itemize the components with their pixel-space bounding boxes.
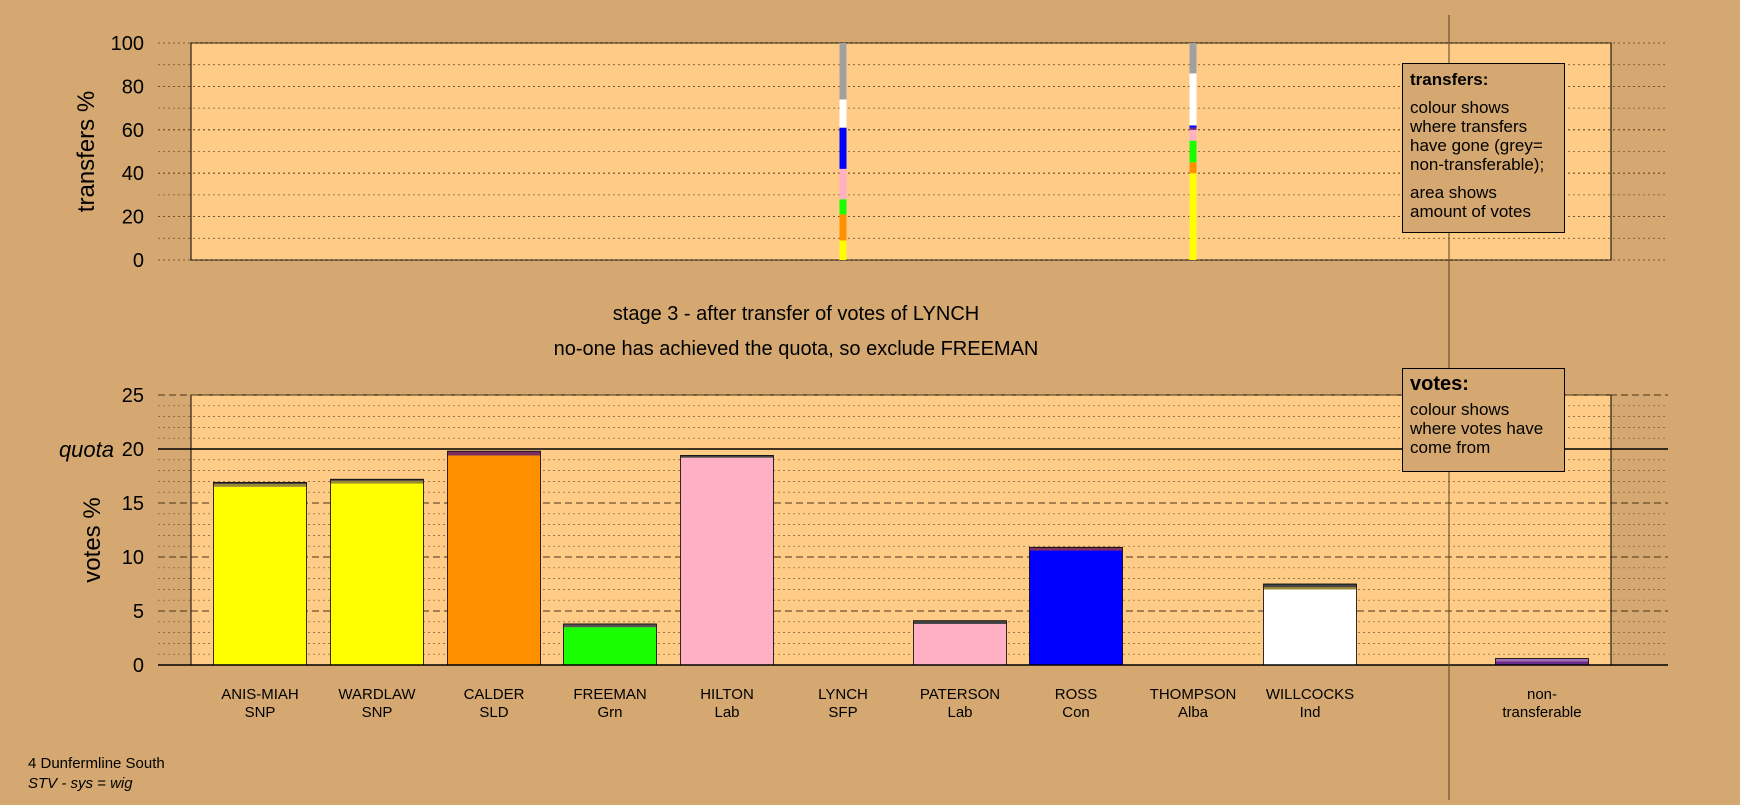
votes-y-tick-label: 10 bbox=[122, 547, 144, 569]
candidate-bar-segment bbox=[1029, 547, 1123, 551]
candidate-bar-segment bbox=[680, 455, 774, 458]
transfer-segment bbox=[839, 199, 847, 215]
transfers-legend-area-note: area shows amount of votes bbox=[1410, 183, 1531, 221]
transfers-y-tick-label: 20 bbox=[122, 207, 144, 229]
candidate-bar-segment bbox=[913, 620, 1007, 624]
quota-label: quota bbox=[59, 437, 114, 462]
transfers-legend-heading: transfers: bbox=[1410, 70, 1489, 89]
transfer-segment bbox=[839, 214, 847, 241]
candidate-bar-segment bbox=[563, 627, 657, 665]
candidate-bar-segment bbox=[1263, 587, 1357, 590]
candidate-bar-segment bbox=[680, 457, 774, 665]
candidate-bar-segment bbox=[330, 479, 424, 481]
votes-y-tick-label: 25 bbox=[122, 385, 144, 407]
transfer-segment bbox=[839, 240, 847, 260]
candidate-party-label: SNP bbox=[245, 704, 276, 721]
transfers-legend-colour-note: colour shows where transfers have gone (… bbox=[1410, 98, 1545, 174]
votes-legend-colour-note: colour shows where votes have come from bbox=[1410, 400, 1544, 457]
candidate-bar-segment bbox=[913, 623, 1007, 665]
transfer-segment bbox=[1189, 73, 1197, 126]
votes-y-tick-label: 20 bbox=[122, 439, 144, 461]
voting-system: STV - sys = wig bbox=[28, 775, 133, 792]
candidate-bar-segment bbox=[1263, 584, 1357, 588]
candidate-name-label: CALDER bbox=[464, 686, 525, 703]
votes-y-axis-label: votes % bbox=[79, 497, 106, 582]
candidate-name-label: ANIS-MIAH bbox=[221, 686, 299, 703]
nontransferable-label: non- bbox=[1527, 686, 1557, 703]
candidate-bar-segment bbox=[213, 482, 307, 485]
candidate-party-label: Grn bbox=[597, 704, 622, 721]
stage-title: stage 3 - after transfer of votes of LYN… bbox=[613, 303, 979, 325]
transfers-y-tick-label: 100 bbox=[111, 33, 144, 55]
transfer-segment bbox=[839, 99, 847, 128]
candidate-bar-segment bbox=[447, 451, 541, 456]
transfer-segment bbox=[1189, 43, 1197, 74]
transfer-segment bbox=[1189, 129, 1197, 141]
candidate-bar-segment bbox=[213, 484, 307, 487]
candidate-party-label: Alba bbox=[1178, 704, 1209, 721]
votes-legend-heading: votes: bbox=[1410, 373, 1469, 395]
votes-y-tick-label: 15 bbox=[122, 493, 144, 515]
votes-plot-area bbox=[190, 394, 1612, 666]
nontransferable-label: transferable bbox=[1502, 704, 1581, 721]
nontransferable-bar-segment bbox=[1495, 661, 1589, 665]
transfers-y-tick-label: 80 bbox=[122, 76, 144, 98]
candidate-party-label: SFP bbox=[828, 704, 857, 721]
transfers-y-axis-label: transfers % bbox=[73, 91, 100, 212]
stage-subtitle: no-one has achieved the quota, so exclud… bbox=[554, 338, 1039, 360]
transfers-legend: transfers: colour shows where transfers … bbox=[1402, 63, 1565, 233]
candidate-name-label: WARDLAW bbox=[338, 686, 416, 703]
transfer-segment bbox=[1189, 125, 1197, 128]
candidate-bar-segment bbox=[1263, 589, 1357, 665]
transfers-y-tick-label: 0 bbox=[133, 250, 144, 272]
transfer-segment bbox=[839, 168, 847, 200]
nontransferable-bar-segment bbox=[1495, 658, 1589, 662]
candidate-name-label: PATERSON bbox=[920, 686, 1000, 703]
candidate-bar-segment bbox=[447, 455, 541, 665]
transfer-segment bbox=[1189, 140, 1197, 163]
candidate-bar-segment bbox=[330, 480, 424, 484]
transfer-segment bbox=[839, 43, 847, 100]
candidate-name-label: LYNCH bbox=[818, 686, 868, 703]
votes-y-tick-label: 0 bbox=[133, 655, 144, 677]
candidate-party-label: Lab bbox=[947, 704, 972, 721]
transfer-segment bbox=[1189, 173, 1197, 260]
votes-y-tick-label: 5 bbox=[133, 601, 144, 623]
candidate-bar-segment bbox=[213, 486, 307, 665]
transfer-segment bbox=[1189, 127, 1197, 130]
candidate-party-label: SNP bbox=[362, 704, 393, 721]
votes-legend: votes: colour shows where votes have com… bbox=[1402, 368, 1565, 472]
candidate-party-label: Ind bbox=[1300, 704, 1321, 721]
candidate-name-label: HILTON bbox=[700, 686, 754, 703]
candidate-bar-segment bbox=[1029, 550, 1123, 665]
candidate-party-label: SLD bbox=[479, 704, 508, 721]
candidate-name-label: FREEMAN bbox=[573, 686, 646, 703]
candidate-name-label: ROSS bbox=[1055, 686, 1098, 703]
transfer-segment bbox=[839, 127, 847, 169]
transfers-y-tick-label: 60 bbox=[122, 120, 144, 142]
transfers-y-tick-label: 40 bbox=[122, 163, 144, 185]
candidate-name-label: WILLCOCKS bbox=[1266, 686, 1354, 703]
candidate-party-label: Con bbox=[1062, 704, 1090, 721]
candidate-name-label: THOMPSON bbox=[1150, 686, 1237, 703]
candidate-party-label: Lab bbox=[714, 704, 739, 721]
candidate-bar-segment bbox=[563, 623, 657, 628]
candidate-bar-segment bbox=[330, 483, 424, 665]
ward-name: 4 Dunfermline South bbox=[28, 755, 165, 772]
transfer-segment bbox=[1189, 162, 1197, 174]
